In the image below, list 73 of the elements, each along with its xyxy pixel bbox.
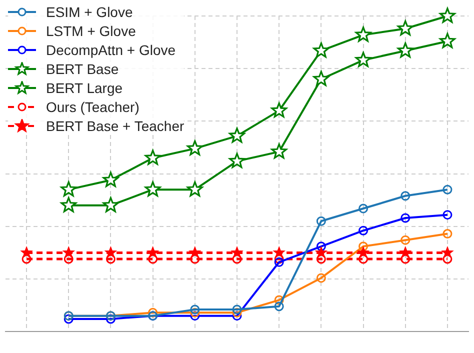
point	[440, 8, 456, 23]
point	[442, 229, 452, 239]
point	[229, 128, 245, 143]
point	[106, 254, 116, 264]
point	[274, 295, 284, 305]
point	[232, 304, 242, 314]
legend-label: BERT Large	[46, 80, 123, 96]
point	[106, 314, 116, 324]
point	[232, 308, 242, 318]
point	[186, 140, 203, 156]
point	[186, 181, 203, 196]
point	[274, 257, 284, 267]
point	[21, 247, 32, 258]
point	[316, 216, 326, 226]
point	[358, 204, 368, 214]
point	[442, 247, 453, 258]
point	[316, 254, 326, 264]
point	[397, 42, 414, 58]
point	[274, 302, 284, 312]
point	[232, 254, 242, 264]
legend-label: LSTM + Glove	[46, 22, 136, 38]
point	[355, 52, 372, 68]
point	[313, 70, 330, 86]
point	[22, 254, 32, 264]
point	[64, 254, 74, 264]
point	[190, 247, 200, 258]
point	[232, 247, 242, 258]
point	[271, 102, 288, 118]
point	[229, 152, 245, 168]
point	[190, 254, 200, 264]
point	[190, 308, 200, 318]
point	[190, 304, 200, 314]
point	[358, 254, 368, 264]
point	[232, 311, 242, 321]
point	[442, 254, 452, 264]
point	[316, 242, 326, 252]
legend-label: ESIM + Glove	[46, 4, 133, 20]
point	[274, 247, 284, 258]
point	[358, 247, 368, 258]
point	[355, 26, 372, 42]
point	[400, 254, 410, 264]
legend-label: DecompAttn + Glove	[46, 42, 176, 58]
point	[64, 314, 74, 324]
point	[400, 191, 410, 201]
point	[442, 210, 452, 220]
point	[106, 247, 116, 258]
point	[316, 273, 326, 283]
point	[148, 308, 158, 318]
point	[274, 254, 284, 264]
point	[148, 247, 158, 258]
legend-label: BERT Base + Teacher	[46, 118, 184, 134]
point	[102, 172, 119, 187]
point	[102, 197, 119, 212]
point	[148, 254, 158, 264]
point	[313, 42, 330, 58]
point	[60, 181, 77, 196]
point	[271, 143, 288, 159]
point	[60, 197, 77, 212]
point	[190, 311, 200, 321]
point	[442, 184, 452, 194]
point	[144, 150, 161, 165]
point	[440, 32, 456, 48]
point	[400, 247, 410, 258]
point	[144, 181, 161, 196]
point	[397, 20, 414, 36]
point	[358, 226, 368, 236]
point	[316, 247, 326, 258]
point	[400, 235, 410, 245]
point	[64, 247, 74, 258]
point	[400, 213, 410, 223]
legend-label: BERT Base	[46, 60, 119, 76]
legend-label: Ours (Teacher)	[46, 98, 140, 114]
point	[358, 242, 368, 252]
